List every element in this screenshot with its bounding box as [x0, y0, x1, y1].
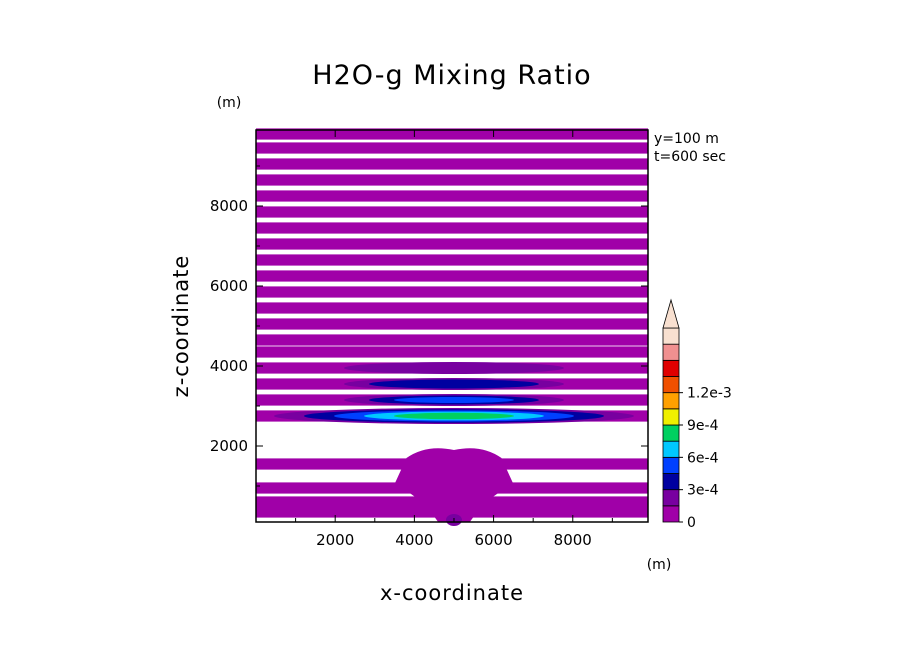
annotation-y: y=100 m	[654, 131, 719, 147]
contour-band	[256, 270, 648, 282]
contour-band	[256, 128, 648, 140]
y-tick-label: 8000	[210, 197, 248, 215]
contour-band	[256, 222, 648, 234]
contour-band	[256, 190, 648, 202]
colorbar-segment	[662, 473, 680, 491]
colorbar-extend-arrow	[662, 298, 680, 329]
plume-region	[394, 448, 514, 522]
y-tick-label: 6000	[210, 277, 248, 295]
colorbar-segment	[662, 343, 680, 361]
colorbar-segment	[662, 440, 680, 458]
annotation-t: t=600 sec	[654, 149, 726, 165]
contour-band	[256, 142, 648, 154]
colorbar-segment	[662, 327, 680, 345]
contour-core	[273, 362, 634, 526]
plot-area: 2000 4000 6000 8000 2000 4000 6000 8000	[210, 128, 649, 549]
colorbar: 0 3e-4 6e-4 9e-4 1.2e-3	[662, 298, 732, 531]
x-tick-label: 2000	[316, 531, 354, 549]
x-axis-ticks: 2000 4000 6000 8000	[295, 130, 613, 549]
colorbar-label: 9e-4	[687, 418, 719, 434]
contour-band	[256, 302, 648, 314]
contour-lens	[343, 362, 564, 374]
contour-lens	[368, 379, 539, 389]
x-axis-unit: (m)	[647, 557, 672, 573]
contour-band	[256, 346, 648, 358]
x-tick-label: 4000	[395, 531, 433, 549]
y-tick-label: 2000	[210, 437, 248, 455]
x-axis-label: x-coordinate	[380, 581, 524, 605]
colorbar-segment	[662, 359, 680, 377]
contour-core-level	[393, 412, 514, 420]
y-tick-label: 4000	[210, 357, 248, 375]
contour-band	[256, 254, 648, 266]
contour-band	[256, 318, 648, 330]
colorbar-label: 6e-4	[687, 450, 719, 466]
colorbar-segment	[662, 424, 680, 442]
colorbar-label: 3e-4	[687, 483, 719, 499]
contour-lens	[393, 397, 514, 403]
colorbar-segment	[662, 489, 680, 507]
colorbar-segment	[662, 392, 680, 410]
x-tick-label: 8000	[554, 531, 592, 549]
contour-band	[256, 238, 648, 250]
contour-band	[256, 286, 648, 298]
contour-band	[256, 206, 648, 218]
colorbar-segment	[662, 456, 680, 474]
contour-band	[256, 158, 648, 170]
contour-band	[256, 334, 648, 346]
x-tick-label: 6000	[474, 531, 512, 549]
colorbar-segment	[662, 408, 680, 426]
colorbar-segment	[662, 376, 680, 394]
y-axis-unit: (m)	[217, 95, 242, 111]
colorbar-label: 0	[687, 515, 696, 531]
y-axis-label: z-coordinate	[169, 255, 193, 398]
y-axis-ticks: 2000 4000 6000 8000	[210, 165, 648, 487]
contour-band	[256, 174, 648, 186]
colorbar-segment	[662, 505, 680, 523]
chart-title: H2O-g Mixing Ratio	[312, 60, 591, 91]
colorbar-label: 1.2e-3	[687, 386, 732, 402]
